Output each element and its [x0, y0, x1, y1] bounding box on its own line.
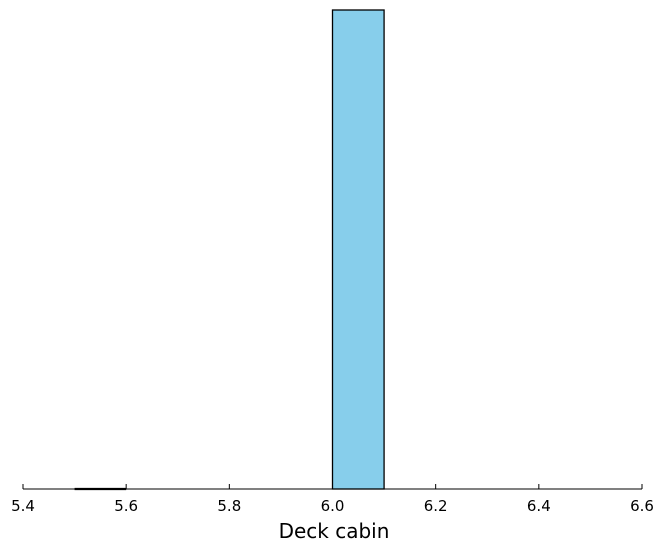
x-tick-label-2: 5.8	[217, 497, 241, 515]
x-tick-label-5: 6.4	[527, 497, 551, 515]
bars-layer	[74, 9, 385, 491]
x-tick-label-6: 6.6	[630, 497, 654, 515]
x-axis-label: Deck cabin	[279, 519, 390, 543]
x-tick-label-1: 5.6	[114, 497, 138, 515]
x-tick-label-0: 5.4	[11, 497, 35, 515]
histogram-bar-5	[331, 9, 385, 490]
x-axis: 5.4 5.6 5.8 6.0 6.2 6.4 6.6	[11, 484, 654, 515]
x-tick-label-4: 6.2	[424, 497, 448, 515]
x-tick-label-3: 6.0	[321, 497, 345, 515]
